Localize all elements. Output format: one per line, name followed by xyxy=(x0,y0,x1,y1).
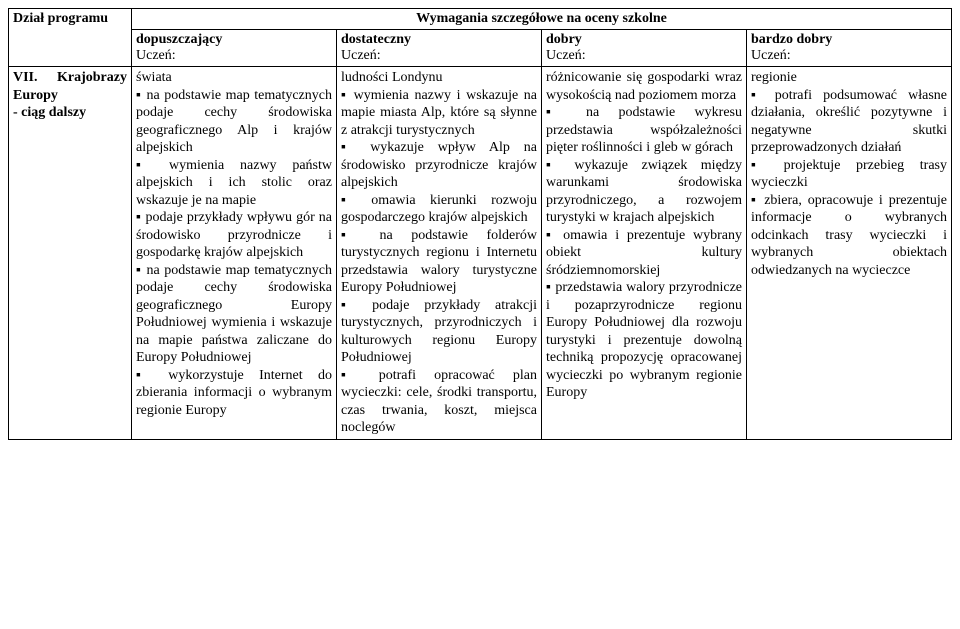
table-row: Dział programu Wymagania szczegółowe na … xyxy=(9,9,952,30)
table-row: dopuszczający Uczeń: dostateczny Uczeń: … xyxy=(9,30,952,67)
grade-header-2: dostateczny Uczeń: xyxy=(337,30,542,67)
grade-header-1: dopuszczający Uczeń: xyxy=(132,30,337,67)
cell-text: regionie ▪ potrafi podsumować własne dzi… xyxy=(751,69,947,279)
cell-grade-4: regionie ▪ potrafi podsumować własne dzi… xyxy=(747,67,952,440)
requirements-table: Dział programu Wymagania szczegółowe na … xyxy=(8,8,952,440)
cell-grade-1: świata ▪ na podstawie map tematycznych p… xyxy=(132,67,337,440)
student-label: Uczeń: xyxy=(751,48,791,63)
cell-grade-3: różnicowanie się gospodarki wraz wysokoś… xyxy=(542,67,747,440)
cell-text: różnicowanie się gospodarki wraz wysokoś… xyxy=(546,69,742,402)
student-label: Uczeń: xyxy=(136,48,176,63)
section-title-cell: VII. Krajobrazy Europy - ciąg dalszy xyxy=(9,67,132,440)
table-row: VII. Krajobrazy Europy - ciąg dalszy świ… xyxy=(9,67,952,440)
grade-header-4: bardzo dobry Uczeń: xyxy=(747,30,952,67)
col-header-section: Dział programu xyxy=(9,9,132,67)
student-label: Uczeń: xyxy=(341,48,381,63)
student-label: Uczeń: xyxy=(546,48,586,63)
cell-text: ludności Londynu ▪ wymienia nazwy i wska… xyxy=(341,69,537,437)
cell-grade-2: ludności Londynu ▪ wymienia nazwy i wska… xyxy=(337,67,542,440)
grade-label: dobry xyxy=(546,32,582,47)
merged-header-label: Wymagania szczegółowe na oceny szkolne xyxy=(416,11,667,26)
col-header-merged: Wymagania szczegółowe na oceny szkolne xyxy=(132,9,952,30)
grade-header-3: dobry Uczeń: xyxy=(542,30,747,67)
grade-label: bardzo dobry xyxy=(751,32,832,47)
section-title: VII. Krajobrazy Europy - ciąg dalszy xyxy=(13,69,127,122)
section-header-label: Dział programu xyxy=(13,11,108,26)
grade-label: dostateczny xyxy=(341,32,411,47)
cell-text: świata ▪ na podstawie map tematycznych p… xyxy=(136,69,332,419)
grade-label: dopuszczający xyxy=(136,32,222,47)
